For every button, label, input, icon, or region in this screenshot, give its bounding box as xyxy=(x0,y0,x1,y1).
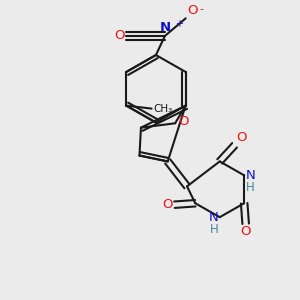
Text: N: N xyxy=(208,211,218,224)
Text: O: O xyxy=(178,115,189,128)
Text: CH₃: CH₃ xyxy=(153,103,172,114)
Text: -: - xyxy=(199,4,203,14)
Text: N: N xyxy=(159,22,170,34)
Text: H: H xyxy=(246,181,254,194)
Text: +: + xyxy=(175,19,183,28)
Text: N: N xyxy=(246,169,255,182)
Text: O: O xyxy=(240,225,251,238)
Text: O: O xyxy=(163,198,173,211)
Text: O: O xyxy=(236,131,247,144)
Text: O: O xyxy=(187,4,198,17)
Text: O: O xyxy=(114,29,125,43)
Text: H: H xyxy=(209,223,218,236)
